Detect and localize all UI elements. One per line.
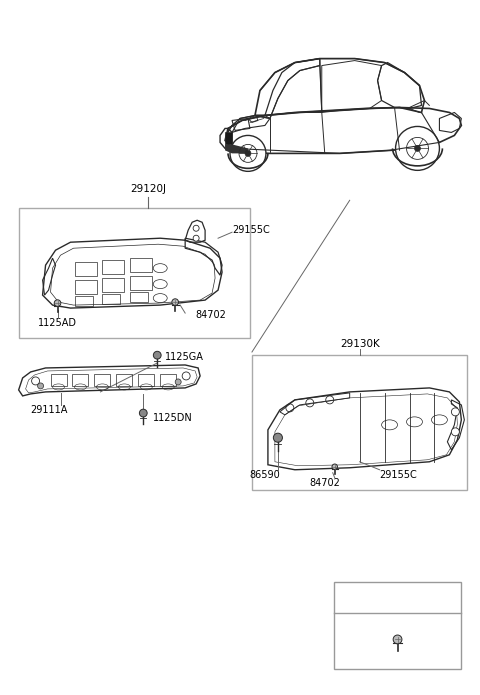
Circle shape [451,408,459,416]
Text: 1125DN: 1125DN [153,413,193,423]
Text: 1125GA: 1125GA [165,352,204,362]
Bar [75,296,94,306]
Bar [252,355,468,490]
Text: 29120J: 29120J [130,184,166,195]
Text: 84702: 84702 [195,310,226,320]
Circle shape [54,300,61,306]
Circle shape [273,433,282,442]
Text: 29155C: 29155C [380,470,417,480]
Text: 29130K: 29130K [340,339,380,349]
Bar [75,262,97,276]
Text: 1125AD: 1125AD [37,318,77,328]
Circle shape [193,225,199,231]
Bar [130,258,152,272]
Circle shape [415,145,420,152]
Circle shape [245,150,251,156]
Circle shape [182,372,190,380]
Bar [102,260,124,274]
Bar [138,374,154,386]
Text: 84702: 84702 [310,477,341,488]
Circle shape [451,428,459,436]
Circle shape [396,126,439,170]
Circle shape [37,383,44,389]
Circle shape [172,299,179,305]
Bar [116,374,132,386]
Text: 29155C: 29155C [232,225,270,235]
Circle shape [139,409,147,417]
Circle shape [32,377,39,385]
Bar [50,374,67,386]
Bar [95,374,110,386]
Polygon shape [225,145,248,154]
Bar [75,280,97,294]
Bar [130,276,152,290]
Bar [160,374,176,386]
Text: 86590: 86590 [250,470,280,480]
Circle shape [393,635,402,644]
Bar [334,582,461,669]
Bar [102,278,124,292]
Bar [102,294,120,304]
Circle shape [230,136,266,172]
Circle shape [332,464,337,470]
Text: 1249BD: 1249BD [375,593,420,603]
Text: 29111A: 29111A [31,405,68,415]
Bar [130,292,148,302]
Bar [72,374,88,386]
Circle shape [153,351,161,359]
Circle shape [193,235,199,241]
Bar [19,208,250,338]
Circle shape [175,379,181,385]
Polygon shape [225,133,232,145]
